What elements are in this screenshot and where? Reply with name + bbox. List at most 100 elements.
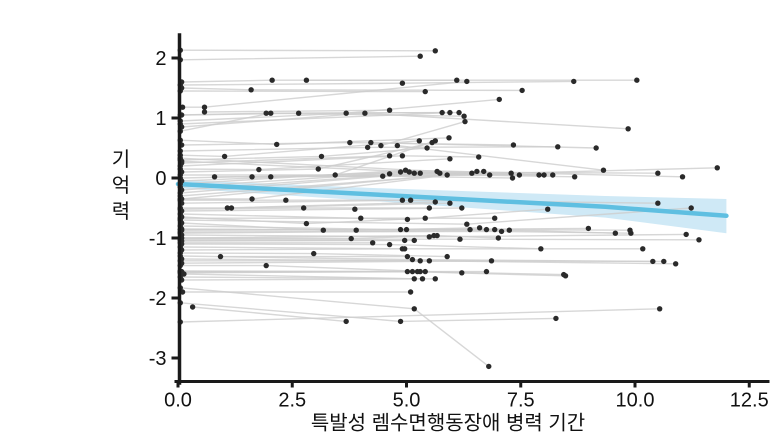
data-point	[189, 304, 196, 310]
data-point	[283, 197, 289, 203]
data-point	[399, 197, 406, 203]
subject-line	[179, 55, 421, 61]
data-point	[348, 235, 354, 242]
data-point	[181, 271, 187, 277]
data-point	[519, 87, 525, 94]
data-point	[628, 230, 634, 236]
data-point	[426, 258, 433, 264]
x-tick-label: 5.0	[393, 390, 421, 412]
subject-line	[179, 90, 426, 93]
y-axis-label-char: 력	[112, 200, 130, 223]
data-point	[263, 262, 269, 269]
data-point	[498, 228, 505, 235]
data-point	[634, 77, 640, 83]
data-point	[492, 226, 498, 233]
data-point	[343, 318, 349, 325]
data-point	[303, 77, 310, 83]
data-point	[447, 109, 453, 116]
x-tick-label: 12.5	[730, 390, 769, 412]
data-point	[585, 225, 592, 232]
data-point	[464, 221, 470, 227]
data-point	[481, 168, 487, 175]
data-point	[456, 109, 462, 116]
y-tick-label: 0	[155, 168, 166, 190]
data-point	[399, 153, 406, 159]
data-point	[625, 126, 631, 132]
data-point	[469, 170, 475, 176]
subject-line	[179, 308, 661, 323]
data-point	[263, 110, 269, 116]
data-point	[571, 78, 577, 85]
data-point	[509, 175, 516, 181]
subject-line	[396, 144, 605, 171]
data-point	[467, 226, 473, 233]
data-point	[268, 174, 274, 180]
subject-line	[180, 155, 391, 164]
subject-line	[180, 170, 485, 200]
data-point	[424, 145, 430, 151]
data-point	[353, 227, 359, 233]
data-point	[311, 250, 317, 257]
y-axis-label-char: 억	[112, 174, 130, 197]
data-point	[444, 253, 450, 260]
data-point	[571, 174, 578, 180]
data-point	[454, 77, 460, 83]
data-point	[422, 215, 428, 221]
data-point	[593, 145, 599, 151]
data-point	[201, 104, 208, 110]
data-point	[486, 172, 493, 178]
data-point	[368, 139, 374, 146]
data-point	[228, 205, 235, 211]
data-point	[419, 276, 426, 282]
data-point	[406, 169, 412, 175]
data-point	[483, 268, 490, 275]
data-point	[422, 268, 428, 275]
data-point	[300, 205, 307, 211]
data-point	[434, 232, 440, 239]
subject-line	[179, 246, 644, 250]
data-point	[401, 246, 408, 252]
x-tick-label: 0.0	[164, 390, 192, 412]
data-point	[541, 172, 547, 178]
data-point	[417, 258, 423, 264]
subject-line	[180, 278, 436, 281]
data-point	[404, 216, 411, 223]
data-point	[404, 268, 411, 275]
data-point	[295, 110, 302, 116]
data-point	[459, 205, 465, 211]
y-tick-label: -3	[149, 348, 167, 370]
data-point	[462, 118, 468, 125]
data-point	[358, 215, 364, 221]
data-point	[640, 246, 646, 252]
data-point	[274, 141, 280, 148]
data-point	[403, 226, 410, 233]
data-point	[422, 88, 428, 95]
data-point	[404, 253, 411, 260]
x-tick-label: 2.5	[278, 390, 306, 412]
y-tick-labels: 2 1 0 -1 -2 -3	[149, 48, 180, 370]
data-point	[426, 234, 433, 240]
data-point	[679, 174, 686, 180]
data-point	[409, 256, 416, 263]
data-point	[486, 363, 492, 370]
data-point	[417, 268, 423, 275]
subject-line	[179, 287, 490, 368]
data-point	[447, 156, 453, 162]
subject-line	[180, 87, 523, 92]
data-point	[417, 170, 423, 176]
data-point	[352, 206, 358, 212]
data-point	[378, 142, 384, 149]
data-point	[411, 306, 417, 312]
data-point	[332, 172, 338, 178]
data-point	[446, 135, 452, 141]
data-point	[457, 236, 463, 242]
data-point	[432, 138, 438, 144]
data-point	[397, 226, 404, 233]
subject-line	[179, 302, 557, 323]
data-point	[476, 154, 482, 160]
data-point	[362, 110, 368, 116]
data-point	[397, 318, 404, 325]
data-point	[248, 87, 254, 93]
data-point	[386, 241, 393, 248]
